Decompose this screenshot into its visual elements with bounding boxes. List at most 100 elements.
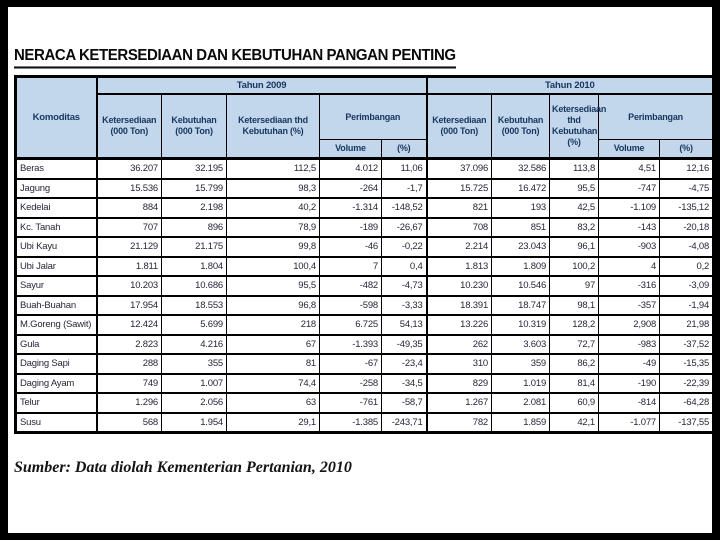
commodity-name-cell: Sayur <box>15 275 97 297</box>
commodity-name-cell: M.Goreng (Sawit) <box>15 314 97 336</box>
value-cell: -37,52 <box>659 333 715 355</box>
value-cell: 1.267 <box>425 392 493 414</box>
column-header-perimbangan-2010: Perimbangan <box>598 93 715 140</box>
table-row: Susu 568 1.954 29,1 -1.385 -243,71 782 1.859 42,… <box>15 411 715 434</box>
value-cell: 86,2 <box>549 353 600 375</box>
page-title: NERACA KETERSEDIAAN DAN KEBUTUHAN PANGAN… <box>14 46 456 69</box>
value-cell: 95,5 <box>226 275 320 297</box>
value-cell: -148,52 <box>380 197 428 219</box>
column-header-kebutuhan-2010: Kebutuhan (000 Ton) <box>491 93 551 159</box>
value-cell: -761 <box>319 392 382 414</box>
value-cell: 100,4 <box>226 255 320 277</box>
value-cell: -1.393 <box>319 333 382 355</box>
value-cell: -903 <box>598 236 661 258</box>
value-cell: 15.536 <box>95 177 162 199</box>
value-cell: -58,7 <box>380 392 428 414</box>
value-cell: 96,8 <box>226 294 320 316</box>
value-cell: -983 <box>598 333 661 355</box>
value-cell: -20,18 <box>659 216 715 238</box>
value-cell: 21,98 <box>659 314 715 336</box>
value-cell: -1.314 <box>319 197 382 219</box>
value-cell: 1.296 <box>95 392 162 414</box>
commodity-name-cell: Daging Ayam <box>15 372 97 394</box>
value-cell: -3,09 <box>659 275 715 297</box>
value-cell: -49 <box>598 353 661 375</box>
value-cell: 29,1 <box>226 411 320 434</box>
value-cell: 1.804 <box>161 255 227 277</box>
table-row: Daging Sapi 288 355 81 -67 -23,4 310 359 86,2 -49… <box>15 353 715 375</box>
value-cell: 851 <box>491 216 551 238</box>
value-cell: 18.553 <box>161 294 227 316</box>
value-cell: -1.385 <box>319 411 382 434</box>
value-cell: 568 <box>95 411 162 434</box>
value-cell: 749 <box>95 372 162 394</box>
commodity-name-cell: Ubi Jalar <box>15 255 97 277</box>
column-header-volume-2009: Volume <box>319 139 382 159</box>
value-cell: -64,28 <box>659 392 715 414</box>
value-cell: 707 <box>95 216 162 238</box>
column-header-persen-2009: (%) <box>380 139 428 159</box>
value-cell: 96,1 <box>549 236 600 258</box>
value-cell: -598 <box>319 294 382 316</box>
value-cell: 40,2 <box>226 197 320 219</box>
value-cell: 896 <box>161 216 227 238</box>
value-cell: 5.699 <box>161 314 227 336</box>
value-cell: -1,7 <box>380 177 428 199</box>
column-header-ketersediaan-2009: Ketersediaan (000 Ton) <box>95 93 162 159</box>
value-cell: 218 <box>226 314 320 336</box>
value-cell: 99,8 <box>226 236 320 258</box>
commodity-name-cell: Telur <box>15 392 97 414</box>
value-cell: 60,9 <box>549 392 600 414</box>
table-row: Ubi Kayu 21.129 21.175 99,8 -46 -0,22 2.214 23.… <box>15 236 715 258</box>
value-cell: 4 <box>598 255 661 277</box>
value-cell: 359 <box>491 353 551 375</box>
value-cell: 17.954 <box>95 294 162 316</box>
value-cell: -4,75 <box>659 177 715 199</box>
value-cell: 1.809 <box>491 255 551 277</box>
value-cell: 10.686 <box>161 275 227 297</box>
value-cell: 884 <box>95 197 162 219</box>
value-cell: -1.077 <box>598 411 661 434</box>
commodity-name-cell: Susu <box>15 411 97 434</box>
value-cell: -4,08 <box>659 236 715 258</box>
table-row: Gula 2.823 4.216 67 -1.393 -49,35 262 3.603 72,7… <box>15 333 715 355</box>
value-cell: 262 <box>425 333 493 355</box>
value-cell: 6.725 <box>319 314 382 336</box>
value-cell: 193 <box>491 197 551 219</box>
value-cell: 81 <box>226 353 320 375</box>
column-header-persen-2010: (%) <box>659 139 715 159</box>
value-cell: 1.007 <box>161 372 227 394</box>
value-cell: 708 <box>425 216 493 238</box>
value-cell: 81,4 <box>549 372 600 394</box>
value-cell: -23,4 <box>380 353 428 375</box>
table-row: Sayur 10.203 10.686 95,5 -482 -4,73 10.230 10.5… <box>15 275 715 297</box>
commodity-name-cell: Kc. Tanah <box>15 216 97 238</box>
table-row: Jagung 15.536 15.799 98,3 -264 -1,7 15.725 16.4… <box>15 177 715 199</box>
value-cell: -67 <box>319 353 382 375</box>
value-cell: 288 <box>95 353 162 375</box>
value-cell: 310 <box>425 353 493 375</box>
value-cell: -143 <box>598 216 661 238</box>
value-cell: 54,13 <box>380 314 428 336</box>
value-cell: 782 <box>425 411 493 434</box>
value-cell: 1.954 <box>161 411 227 434</box>
value-cell: 0,2 <box>659 255 715 277</box>
value-cell: -747 <box>598 177 661 199</box>
table-row: Buah-Buahan 17.954 18.553 96,8 -598 -3,33 18.3… <box>15 294 715 316</box>
value-cell: 18.747 <box>491 294 551 316</box>
column-header-volume-2010: Volume <box>598 139 661 159</box>
value-cell: 95,5 <box>549 177 600 199</box>
value-cell: 2.056 <box>161 392 227 414</box>
value-cell: 3.603 <box>491 333 551 355</box>
value-cell: 72,7 <box>549 333 600 355</box>
value-cell: -26,67 <box>380 216 428 238</box>
value-cell: 1.019 <box>491 372 551 394</box>
value-cell: -482 <box>319 275 382 297</box>
value-cell: 821 <box>425 197 493 219</box>
value-cell: -190 <box>598 372 661 394</box>
value-cell: 42,1 <box>549 411 600 434</box>
value-cell: -15,35 <box>659 353 715 375</box>
value-cell: -357 <box>598 294 661 316</box>
year-header-2010: Tahun 2010 <box>425 76 715 95</box>
value-cell: 2.823 <box>95 333 162 355</box>
